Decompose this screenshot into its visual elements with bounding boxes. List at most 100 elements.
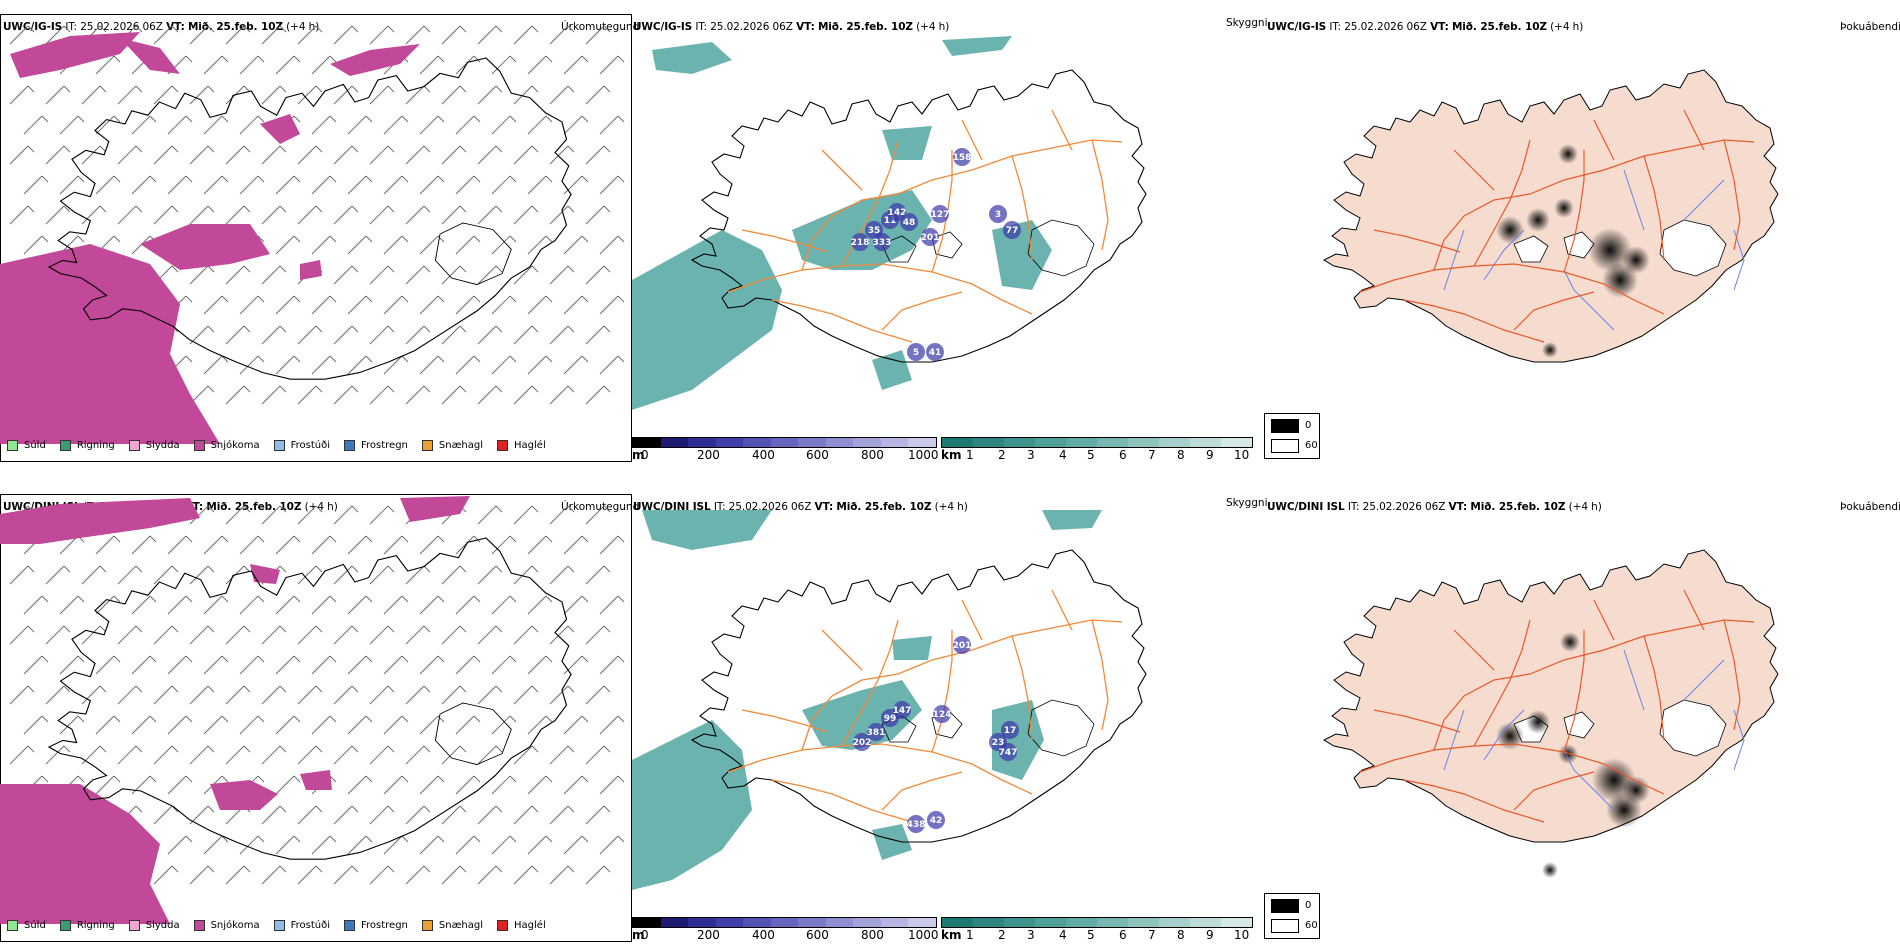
wind-barb <box>333 745 359 765</box>
colorbar-swatch <box>942 918 973 927</box>
wind-barb <box>369 325 395 345</box>
wind-barb <box>311 295 337 315</box>
wind-barb <box>585 265 611 285</box>
wind-barb <box>333 85 359 105</box>
wind-barb <box>549 265 575 285</box>
wind-barb <box>405 805 431 825</box>
wind-barb <box>189 685 215 705</box>
wind-barb <box>513 565 539 585</box>
model-name: UWC/IG-IS <box>1267 21 1327 33</box>
fog-cell <box>1554 198 1574 218</box>
wind-barb <box>333 25 359 45</box>
road <box>1051 109 1073 151</box>
precip-legend-item: Snæhagl <box>421 920 483 931</box>
colorbar-tick: 3 <box>1027 448 1035 462</box>
wind-barb <box>455 175 481 195</box>
fog-header: UWC/DINI ISL IT: 25.02.2026 06Z VT: Mið.… <box>1267 501 1602 513</box>
wind-barb <box>527 295 553 315</box>
wind-barb <box>95 775 121 795</box>
legend-label: Rigning <box>76 440 115 451</box>
cloud-header: UWC/IG-IS IT: 25.02.2026 06Z VT: Mið. 25… <box>633 21 949 33</box>
lead-time: (+4 h) <box>1568 501 1602 513</box>
colorbar-swatch <box>1221 918 1252 927</box>
colorbar-unit: km <box>941 448 962 462</box>
lead-time: (+4 h) <box>304 501 338 513</box>
fog-legend-swatch-60 <box>1271 919 1299 933</box>
cloud-base-label: 147 <box>893 706 912 716</box>
fog-cell <box>1496 216 1524 244</box>
wind-barb <box>599 55 625 75</box>
road <box>1373 229 1461 253</box>
wind-barb <box>369 805 395 825</box>
river <box>1683 179 1725 221</box>
wind-barb <box>203 655 229 675</box>
colorbar-unit: km <box>941 928 962 942</box>
colorbar-tick: 9 <box>1206 928 1214 942</box>
wind-barb <box>189 625 215 645</box>
colorbar-swatch <box>1004 438 1035 447</box>
low-visibility-area <box>802 680 922 750</box>
glacier <box>1659 699 1727 757</box>
road <box>1683 589 1705 631</box>
legend-swatch <box>193 920 205 931</box>
glacier-outline <box>1027 699 1095 757</box>
wind-barb <box>527 715 553 735</box>
iceland-landmass <box>1322 69 1779 363</box>
colorbar-swatch <box>853 918 881 927</box>
wind-barb <box>405 145 431 165</box>
wind-barb <box>441 805 467 825</box>
wind-barb <box>9 205 35 225</box>
wind-barb <box>491 595 517 615</box>
row-top: UWC/IG-IS IT: 25.02.2026 06Z VT: Mið. 25… <box>0 0 1900 470</box>
wind-barb <box>333 805 359 825</box>
wind-barb <box>369 745 395 765</box>
wind-barb <box>477 205 503 225</box>
wind-barb <box>189 205 215 225</box>
road <box>1723 139 1741 251</box>
colorbar-tick: 400 <box>752 448 775 462</box>
wind-barb <box>513 625 539 645</box>
wind-barb <box>419 355 445 375</box>
wind-barb <box>225 865 251 885</box>
colorbar-tick: 0 <box>641 448 649 462</box>
colorbar-swatch <box>633 918 661 927</box>
wind-barb <box>333 205 359 225</box>
cloud-base-cell <box>907 343 925 361</box>
wind-barb <box>261 325 287 345</box>
wind-barb <box>441 25 467 45</box>
wind-barb <box>419 55 445 75</box>
colorbar-swatch <box>1097 918 1128 927</box>
wind-barb <box>45 745 71 765</box>
wind-barb <box>9 685 35 705</box>
init-time: IT: 25.02.2026 06Z <box>65 21 163 33</box>
colorbar-swatch <box>908 438 936 447</box>
wind-barb <box>153 745 179 765</box>
cloud-base-cell <box>926 343 944 361</box>
wind-barb <box>189 745 215 765</box>
road <box>1473 139 1531 267</box>
cloud-base-label: 99 <box>884 714 897 724</box>
wind-barb <box>167 655 193 675</box>
colorbar-swatch <box>942 438 973 447</box>
colorbar-swatch <box>1190 918 1221 927</box>
wind-barb <box>585 505 611 525</box>
glacier-outline <box>1027 219 1095 277</box>
low-visibility-area <box>632 720 752 890</box>
wind-barb <box>549 865 575 885</box>
colorbar-swatch <box>715 918 743 927</box>
colorbar-swatch <box>908 918 936 927</box>
colorbar-swatch <box>1066 438 1097 447</box>
wind-barb <box>441 85 467 105</box>
snow-area <box>260 114 300 144</box>
wind-barb <box>225 25 251 45</box>
wind-barb <box>441 205 467 225</box>
legend-swatch <box>273 920 285 931</box>
wind-barb <box>347 295 373 315</box>
wind-barb <box>563 655 589 675</box>
wind-barb <box>527 535 553 555</box>
legend-label: Súld <box>24 440 46 451</box>
wind-barb <box>167 535 193 555</box>
wind-barb <box>239 295 265 315</box>
fog-cell <box>1558 144 1578 164</box>
colorbar-swatch <box>825 438 853 447</box>
